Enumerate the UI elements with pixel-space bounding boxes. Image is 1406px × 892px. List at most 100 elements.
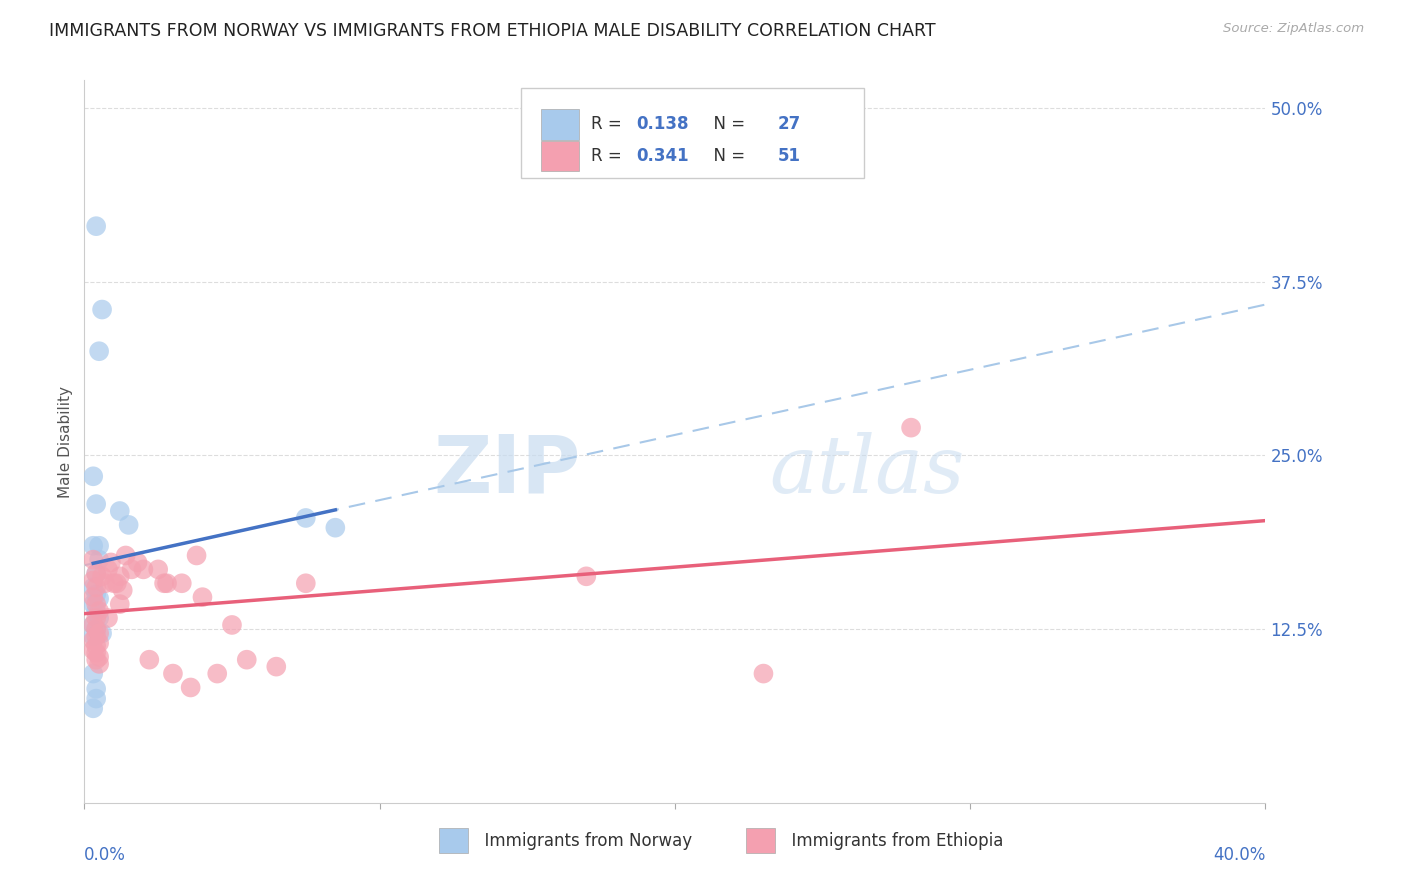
Point bbox=[266, 659, 288, 673]
Point bbox=[87, 539, 111, 553]
Text: 27: 27 bbox=[778, 115, 801, 133]
Point bbox=[191, 590, 214, 604]
Point bbox=[91, 626, 114, 640]
Point bbox=[84, 653, 107, 667]
Point bbox=[82, 618, 104, 632]
FancyBboxPatch shape bbox=[522, 87, 863, 178]
Point bbox=[82, 574, 104, 588]
Point bbox=[87, 604, 111, 618]
Point bbox=[82, 629, 104, 643]
Point bbox=[105, 576, 128, 591]
Point bbox=[84, 646, 107, 660]
Text: ZIP: ZIP bbox=[433, 432, 581, 509]
Point bbox=[153, 576, 176, 591]
Point bbox=[84, 622, 107, 636]
Point bbox=[186, 549, 208, 563]
Point bbox=[87, 636, 111, 650]
Text: atlas: atlas bbox=[769, 432, 965, 509]
Point bbox=[87, 657, 111, 671]
Point bbox=[82, 618, 104, 632]
Text: R =: R = bbox=[591, 147, 627, 165]
Point bbox=[91, 302, 114, 317]
Point bbox=[100, 556, 122, 570]
Point bbox=[132, 562, 155, 576]
Point bbox=[82, 633, 104, 648]
Point bbox=[84, 597, 107, 611]
Bar bbox=[541, 109, 579, 139]
Point bbox=[108, 569, 131, 583]
Text: IMMIGRANTS FROM NORWAY VS IMMIGRANTS FROM ETHIOPIA MALE DISABILITY CORRELATION C: IMMIGRANTS FROM NORWAY VS IMMIGRANTS FRO… bbox=[49, 22, 936, 40]
Point bbox=[84, 611, 107, 625]
Text: R =: R = bbox=[591, 115, 627, 133]
Point bbox=[84, 639, 107, 653]
Text: 0.0%: 0.0% bbox=[84, 847, 127, 864]
Point bbox=[325, 521, 347, 535]
Point bbox=[84, 622, 107, 636]
Point bbox=[84, 581, 107, 595]
Point bbox=[84, 566, 107, 581]
Text: Immigrants from Norway: Immigrants from Norway bbox=[474, 831, 692, 850]
Text: 40.0%: 40.0% bbox=[1213, 847, 1265, 864]
Point bbox=[97, 562, 120, 576]
Point bbox=[121, 562, 143, 576]
Bar bbox=[439, 828, 468, 854]
Point bbox=[82, 552, 104, 566]
Point bbox=[84, 604, 107, 618]
Point bbox=[97, 611, 120, 625]
Point bbox=[236, 653, 259, 667]
Point bbox=[82, 581, 104, 595]
Point bbox=[108, 597, 131, 611]
Point bbox=[87, 626, 111, 640]
Point bbox=[87, 552, 111, 566]
Point bbox=[87, 591, 111, 606]
Text: 0.341: 0.341 bbox=[636, 147, 689, 165]
Point bbox=[114, 549, 136, 563]
Point bbox=[84, 219, 107, 234]
Point bbox=[103, 576, 125, 591]
Text: Source: ZipAtlas.com: Source: ZipAtlas.com bbox=[1223, 22, 1364, 36]
Point bbox=[180, 681, 202, 695]
Point bbox=[156, 576, 179, 591]
Text: Immigrants from Ethiopia: Immigrants from Ethiopia bbox=[782, 831, 1004, 850]
Point bbox=[82, 701, 104, 715]
Bar bbox=[541, 141, 579, 171]
Point bbox=[94, 576, 117, 591]
Point bbox=[84, 497, 107, 511]
Point bbox=[108, 504, 131, 518]
Point bbox=[87, 649, 111, 664]
Y-axis label: Male Disability: Male Disability bbox=[58, 385, 73, 498]
Point bbox=[82, 469, 104, 483]
Point bbox=[752, 666, 775, 681]
Point bbox=[900, 420, 922, 434]
Point bbox=[170, 576, 193, 591]
Point bbox=[84, 629, 107, 643]
Text: 0.138: 0.138 bbox=[636, 115, 689, 133]
Point bbox=[148, 562, 170, 576]
Point bbox=[82, 666, 104, 681]
Point bbox=[82, 539, 104, 553]
Point bbox=[207, 666, 229, 681]
Point bbox=[221, 618, 243, 632]
Point bbox=[87, 611, 111, 625]
Point bbox=[84, 681, 107, 696]
Text: N =: N = bbox=[703, 115, 751, 133]
Point bbox=[111, 583, 134, 598]
Point bbox=[82, 597, 104, 611]
Point bbox=[118, 517, 141, 532]
Point bbox=[295, 576, 318, 591]
Text: N =: N = bbox=[703, 147, 751, 165]
Point bbox=[295, 511, 318, 525]
Point bbox=[162, 666, 184, 681]
Point bbox=[575, 569, 598, 583]
Bar bbox=[745, 828, 775, 854]
Point bbox=[82, 643, 104, 657]
Point bbox=[127, 556, 149, 570]
Point bbox=[84, 587, 107, 601]
Point bbox=[87, 344, 111, 359]
Point bbox=[82, 590, 104, 604]
Point bbox=[138, 653, 160, 667]
Text: 51: 51 bbox=[778, 147, 800, 165]
Point bbox=[84, 566, 107, 581]
Point bbox=[84, 691, 107, 706]
Point bbox=[91, 569, 114, 583]
